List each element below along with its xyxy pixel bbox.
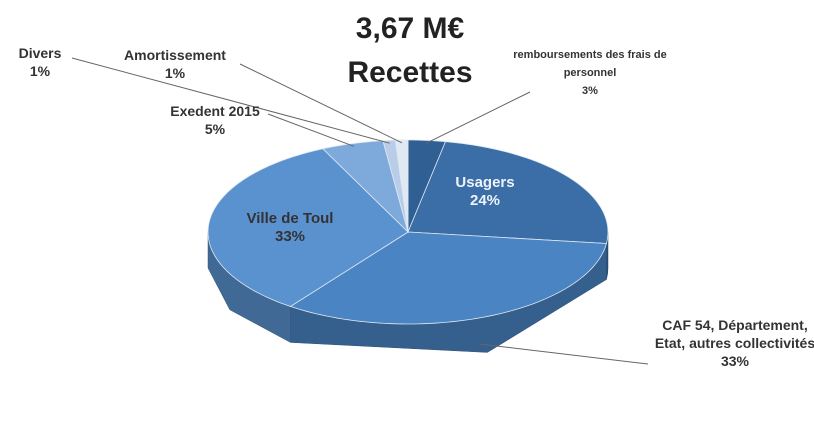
- slice-label: Exedent 2015 5%: [150, 102, 280, 138]
- category-label: Ville de Toul: [246, 210, 334, 227]
- slice: [207, 148, 409, 307]
- slice: [407, 141, 609, 244]
- slice-label: remboursements des frais de personnel 3%: [505, 46, 675, 100]
- slice: [394, 139, 409, 233]
- value-label: 33%: [720, 353, 750, 369]
- leader-line: [71, 57, 390, 144]
- slice-label: Divers 1%: [10, 44, 70, 80]
- value-label: 5%: [204, 121, 226, 137]
- leader-line: [426, 91, 531, 144]
- slice-label: CAF 54, Département, Etat, autres collec…: [650, 316, 814, 370]
- category-label: Usagers: [455, 174, 515, 191]
- category-label: remboursements des frais de personnel: [513, 49, 667, 79]
- slice-label: Ville de Toul 33%: [225, 210, 355, 246]
- category-label: Amortissement: [124, 47, 226, 63]
- category-label: CAF 54, Département, Etat, autres collec…: [654, 317, 814, 351]
- leader-line: [267, 113, 355, 147]
- slice: [322, 140, 409, 234]
- slice-label: Amortissement 1%: [105, 46, 245, 82]
- value-label: 3%: [582, 85, 598, 97]
- chart-title: 3,67 M€: [355, 12, 465, 45]
- value-label: 33%: [274, 228, 306, 245]
- slice-label: Usagers 24%: [440, 174, 530, 210]
- leader-line: [239, 63, 403, 144]
- value-label: 24%: [469, 192, 501, 209]
- category-label: Divers: [18, 45, 62, 61]
- chart-subtitle: Recettes: [347, 56, 473, 89]
- leader-line: [479, 343, 649, 365]
- slice: [289, 231, 607, 325]
- value-label: 1%: [29, 63, 51, 79]
- category-label: Exedent 2015: [170, 103, 260, 119]
- value-label: 1%: [164, 65, 186, 81]
